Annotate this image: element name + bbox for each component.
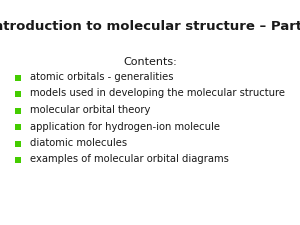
Bar (15, 74, 21, 81)
Bar (15, 108, 21, 113)
Text: Contents:: Contents: (123, 57, 177, 67)
Text: atomic orbitals - generalities: atomic orbitals - generalities (30, 72, 173, 82)
Bar (15, 124, 21, 130)
Bar (15, 140, 21, 146)
Text: molecular orbital theory: molecular orbital theory (30, 105, 150, 115)
Text: diatomic molecules: diatomic molecules (30, 138, 127, 148)
Text: examples of molecular orbital diagrams: examples of molecular orbital diagrams (30, 155, 229, 164)
Text: models used in developing the molecular structure: models used in developing the molecular … (30, 88, 285, 99)
Text: Introduction to molecular structure – Part I: Introduction to molecular structure – Pa… (0, 20, 300, 33)
Text: application for hydrogen-ion molecule: application for hydrogen-ion molecule (30, 122, 220, 131)
Bar (15, 91, 21, 97)
Bar (15, 157, 21, 163)
